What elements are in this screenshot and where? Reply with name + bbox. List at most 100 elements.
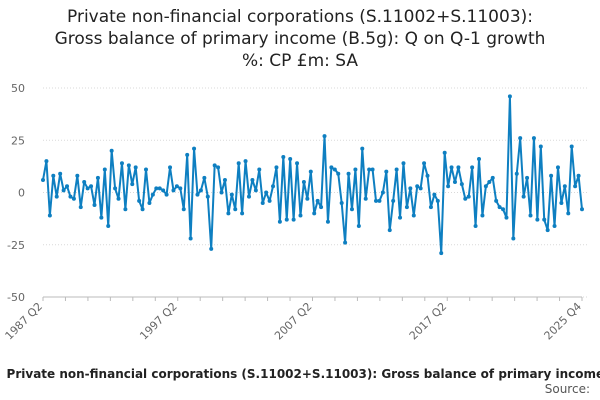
data-point — [315, 198, 320, 203]
data-point — [425, 173, 430, 178]
data-point — [205, 194, 210, 199]
data-point — [470, 165, 475, 170]
data-point — [319, 205, 324, 210]
chart-title-line-2: Gross balance of primary income (B.5g): … — [54, 29, 546, 49]
data-point — [339, 200, 344, 205]
data-point — [58, 171, 63, 176]
y-axis-tick-labels: 50 25 0 -25 -50 — [7, 82, 25, 304]
data-point — [253, 188, 258, 193]
data-point — [542, 217, 547, 222]
data-point — [497, 205, 502, 210]
data-point — [346, 171, 351, 176]
data-point — [147, 200, 152, 205]
data-point — [380, 190, 385, 195]
data-point — [171, 188, 176, 193]
data-point — [305, 196, 310, 201]
y-tick-label: 0 — [18, 187, 25, 200]
data-point — [271, 184, 276, 189]
data-point — [89, 184, 94, 189]
data-point — [435, 198, 440, 203]
data-point — [222, 177, 227, 182]
data-point — [418, 186, 423, 191]
data-point — [54, 194, 59, 199]
data-point — [157, 186, 162, 191]
data-point — [240, 211, 245, 216]
data-point — [281, 154, 286, 159]
data-point — [401, 161, 406, 166]
data-point — [126, 163, 131, 168]
data-point — [490, 175, 495, 180]
data-point — [274, 165, 279, 170]
data-point — [507, 94, 512, 99]
chart-title-line-1: Private non-financial corporations (S.11… — [67, 7, 533, 27]
data-point — [580, 207, 584, 212]
data-point — [452, 180, 457, 185]
data-point — [511, 236, 516, 241]
data-point — [404, 205, 409, 210]
data-point — [301, 180, 306, 185]
data-point — [298, 213, 303, 218]
data-point — [477, 157, 482, 162]
y-tick-label: 50 — [11, 82, 25, 95]
data-point — [71, 196, 76, 201]
x-tick-label: 2017 Q2 — [407, 300, 450, 343]
data-point — [44, 159, 49, 164]
data-point — [137, 198, 142, 203]
data-point — [466, 194, 471, 199]
data-point — [398, 215, 403, 220]
data-point — [576, 173, 581, 178]
data-point — [566, 211, 571, 216]
data-point — [363, 196, 368, 201]
data-point — [374, 198, 379, 203]
data-point — [61, 188, 66, 193]
x-tick-label: 2007 Q2 — [272, 300, 315, 343]
data-point — [288, 157, 293, 162]
data-point — [394, 167, 399, 172]
data-point — [322, 134, 327, 139]
data-point — [562, 184, 567, 189]
data-point — [229, 192, 234, 197]
data-point — [130, 182, 135, 187]
data-point — [202, 175, 207, 180]
data-point — [573, 184, 578, 189]
data-point — [442, 150, 447, 155]
data-point — [291, 217, 296, 222]
data-point — [65, 184, 70, 189]
data-point — [109, 148, 114, 153]
data-point — [123, 207, 128, 212]
data-point — [449, 165, 454, 170]
data-point — [236, 161, 241, 166]
data-point — [246, 194, 251, 199]
data-point — [277, 219, 282, 224]
y-tick-label: 25 — [11, 134, 25, 147]
data-point — [343, 240, 348, 245]
data-point — [119, 161, 124, 166]
data-point — [549, 173, 554, 178]
data-point — [267, 198, 272, 203]
data-point — [257, 167, 262, 172]
data-point — [384, 169, 389, 174]
data-point — [494, 198, 499, 203]
data-point — [552, 223, 557, 228]
data-point — [212, 163, 217, 168]
data-point — [185, 152, 190, 157]
data-point — [243, 159, 248, 164]
data-point — [525, 175, 530, 180]
data-point — [559, 200, 564, 205]
data-point — [504, 215, 509, 220]
chart-title: Private non-financial corporations (S.11… — [0, 6, 600, 72]
data-point — [178, 186, 183, 191]
data-point — [415, 184, 420, 189]
data-point — [446, 184, 451, 189]
data-point — [514, 171, 519, 176]
series-line — [42, 95, 583, 255]
data-point — [75, 173, 80, 178]
data-point — [501, 207, 506, 212]
data-point — [367, 167, 372, 172]
data-point — [312, 211, 317, 216]
data-point — [85, 186, 90, 191]
data-point — [487, 180, 492, 185]
series-group — [41, 94, 584, 256]
data-point — [360, 146, 365, 151]
